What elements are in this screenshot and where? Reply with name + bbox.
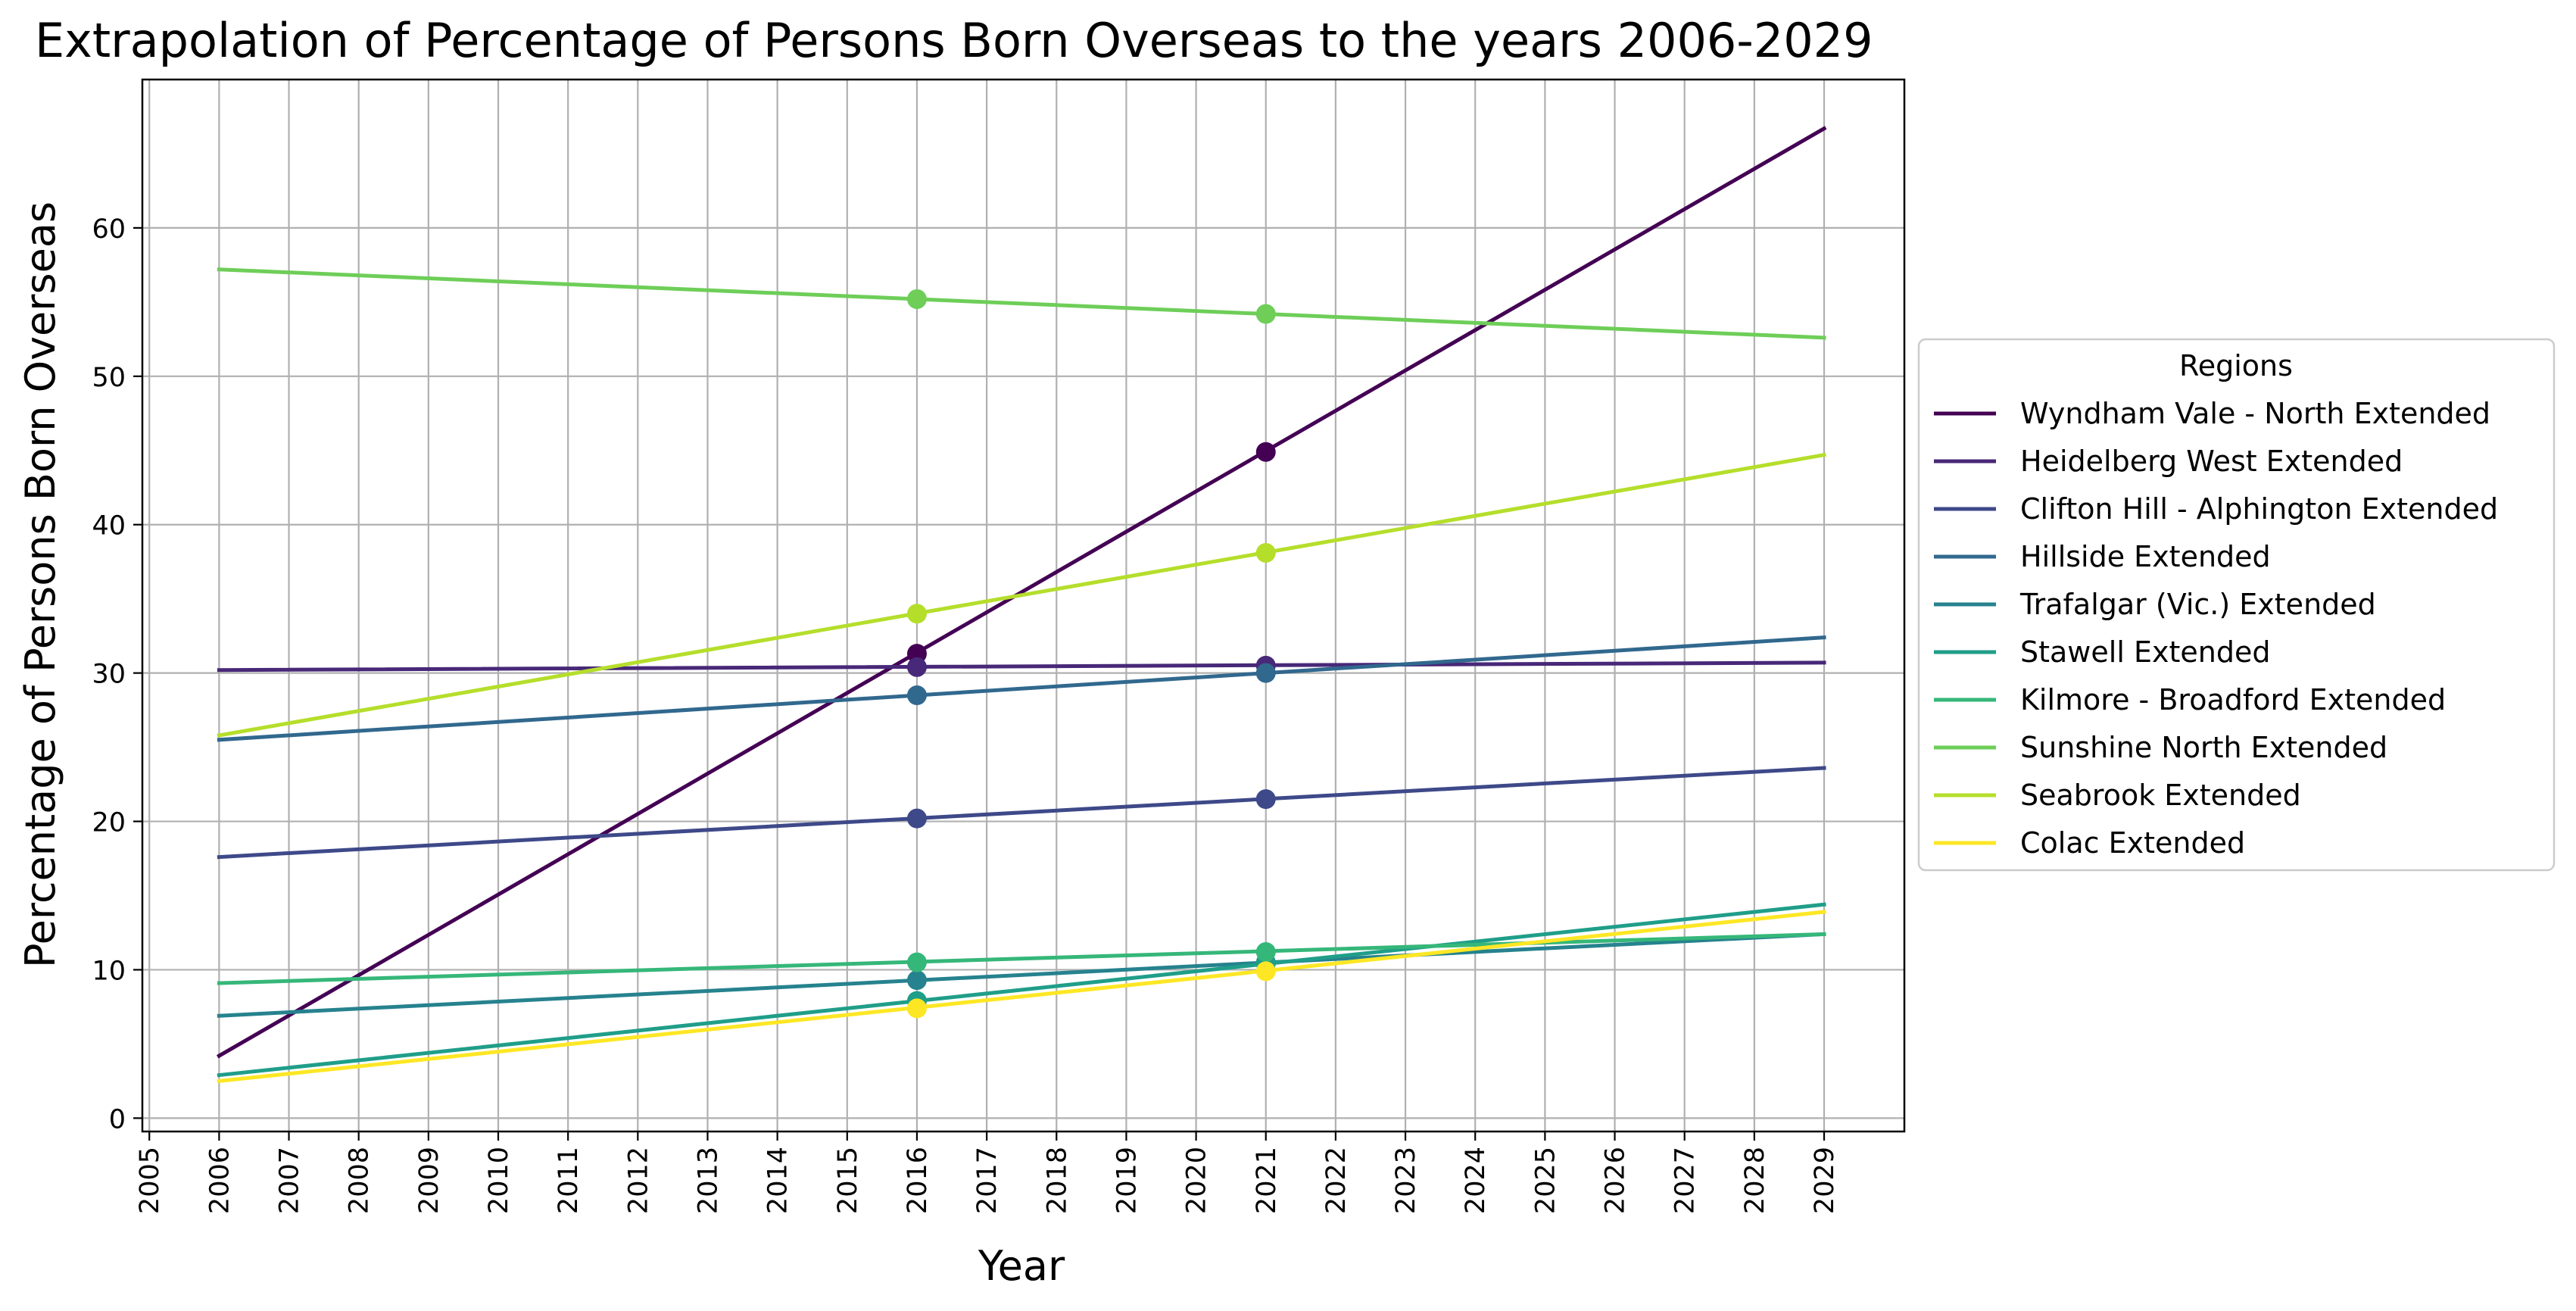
x-tick-label: 2027	[1670, 1147, 1701, 1214]
y-tick-label: 10	[92, 956, 126, 986]
y-tick-label: 50	[92, 363, 126, 393]
series-line	[217, 766, 1826, 860]
y-tick-label: 30	[92, 660, 126, 690]
data-point	[906, 808, 927, 829]
data-point	[1255, 542, 1276, 563]
x-tick-label: 2008	[345, 1147, 375, 1214]
data-point	[1255, 304, 1276, 324]
x-tick-label: 2012	[623, 1147, 653, 1214]
y-tick-label: 0	[109, 1104, 126, 1135]
x-tick-label: 2015	[833, 1147, 863, 1214]
series-line	[217, 932, 1826, 1018]
x-tick-label: 2005	[135, 1147, 165, 1214]
x-tick-label: 2006	[204, 1147, 235, 1214]
legend-label: Trafalgar (Vic.) Extended	[2019, 588, 2376, 621]
legend-label: Hillside Extended	[2020, 540, 2271, 573]
x-tick-label: 2028	[1740, 1147, 1770, 1214]
plot-series	[216, 126, 1827, 1084]
x-tick-label: 2029	[1810, 1147, 1840, 1214]
data-point	[906, 970, 927, 991]
legend: Regions Wyndham Vale - North Extended Hei…	[1917, 338, 2556, 872]
x-tick-label: 2023	[1391, 1147, 1421, 1214]
legend-label: Wyndham Vale - North Extended	[2020, 397, 2490, 430]
plot-frame	[141, 78, 1906, 1133]
y-axis-label: Percentage of Persons Born Overseas	[17, 201, 64, 968]
x-axis-label: Year	[978, 1242, 1065, 1290]
x-axis: 2005 2006 2007 2008 2009 2010 2011 2012 2013 2014…	[135, 1132, 1840, 1214]
data-point	[906, 289, 927, 309]
legend-label: Sunshine North Extended	[2020, 731, 2387, 764]
legend-items: Wyndham Vale - North Extended Heidelberg …	[1934, 397, 2498, 860]
x-tick-label: 2018	[1042, 1147, 1072, 1214]
series-line	[217, 267, 1826, 340]
series-line	[217, 452, 1826, 738]
x-tick-label: 2010	[484, 1147, 514, 1214]
data-point	[906, 685, 927, 706]
y-axis: 0 10 20 30 40 50 60	[92, 214, 142, 1135]
x-tick-label: 2022	[1321, 1147, 1352, 1214]
series-line	[217, 660, 1826, 673]
legend-title: Regions	[2179, 349, 2293, 382]
legend-label: Colac Extended	[2020, 826, 2245, 860]
data-point	[906, 657, 927, 677]
x-tick-label: 2024	[1461, 1147, 1491, 1214]
legend-label: Clifton Hill - Alphington Extended	[2020, 492, 2498, 526]
y-tick-label: 40	[92, 511, 126, 542]
x-tick-label: 2016	[903, 1147, 933, 1214]
chart-title: Extrapolation of Percentage of Persons B…	[35, 13, 1873, 68]
x-tick-label: 2020	[1182, 1147, 1212, 1214]
legend-label: Kilmore - Broadford Extended	[2020, 683, 2446, 716]
x-tick-label: 2019	[1112, 1147, 1142, 1214]
series-line	[217, 910, 1826, 1084]
data-point	[906, 952, 927, 972]
data-point	[1255, 961, 1276, 982]
series-line	[217, 932, 1826, 985]
legend-label: Seabrook Extended	[2020, 779, 2301, 812]
x-tick-label: 2014	[763, 1147, 794, 1214]
data-point	[1255, 941, 1276, 962]
x-tick-label: 2025	[1530, 1147, 1561, 1214]
x-tick-label: 2013	[693, 1147, 723, 1214]
x-tick-label: 2017	[972, 1147, 1003, 1214]
legend-label: Heidelberg West Extended	[2020, 445, 2403, 478]
y-tick-label: 20	[92, 808, 126, 838]
x-tick-label: 2026	[1601, 1147, 1631, 1214]
series-line	[217, 635, 1826, 742]
data-point	[906, 998, 927, 1019]
data-point	[1255, 789, 1276, 810]
series-line	[216, 126, 1827, 1059]
x-tick-label: 2011	[554, 1147, 584, 1214]
data-point	[1255, 442, 1276, 462]
x-tick-label: 2021	[1252, 1147, 1282, 1214]
y-tick-label: 60	[92, 214, 126, 245]
x-tick-label: 2009	[414, 1147, 444, 1214]
data-point	[1255, 663, 1276, 683]
legend-label: Stawell Extended	[2020, 635, 2270, 669]
series-line	[217, 902, 1826, 1078]
x-tick-label: 2007	[275, 1147, 305, 1214]
legend-box	[1917, 338, 2556, 872]
data-point	[906, 604, 927, 624]
